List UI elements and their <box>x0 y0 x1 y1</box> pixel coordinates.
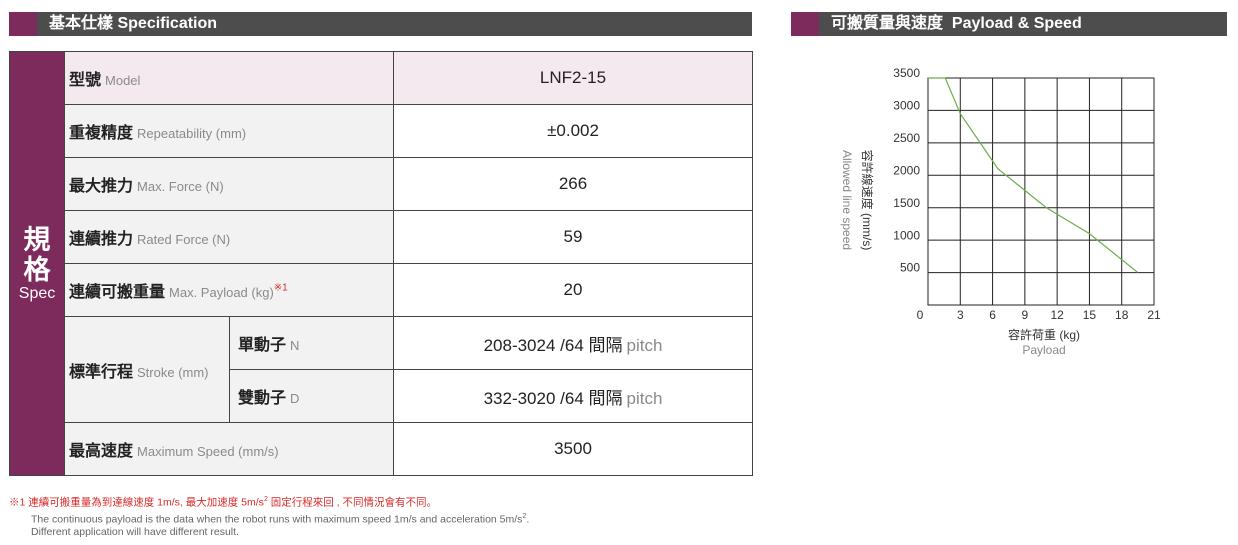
x-tick-label: 12 <box>1050 308 1064 322</box>
label-en: Model <box>105 73 141 88</box>
label-en: Max. Force (N) <box>137 179 224 194</box>
value: 332-3020 /64 間隔 <box>483 388 623 408</box>
label-en: N <box>290 338 300 353</box>
label-cell: 連續推力 Rated Force (N) <box>64 210 394 264</box>
value: LNF2-15 <box>393 51 753 105</box>
header-bar: 可搬質量與速度 Payload & Speed <box>791 12 1227 36</box>
y-tick-label: 1500 <box>893 196 920 210</box>
label-cell: 重複精度 Repeatability (mm) <box>64 104 394 158</box>
label-cell: 最高速度 Maximum Speed (mm/s) <box>64 422 394 476</box>
label-cell: 標準行程 Stroke (mm) <box>64 316 230 423</box>
title-en: Specification <box>117 15 218 32</box>
sub-label-cell: 單動子 N <box>229 316 394 370</box>
chart: 500 1000 1500 2000 2500 3000 3500 0 3 6 9 12 15 18 21 容… <box>840 66 1161 357</box>
title-en: Payload & Speed <box>951 15 1082 32</box>
sub-label-cell: 雙動子 D <box>229 369 394 423</box>
x-tick-label: 9 <box>1022 308 1029 322</box>
value: ±0.002 <box>393 104 753 158</box>
value-en: pitch <box>626 388 663 408</box>
label-cell: 最大推力 Max. Force (N) <box>64 157 394 211</box>
header-bar: 基本仕樣 Specification <box>9 12 752 36</box>
label: 最大推力 <box>69 178 134 195</box>
y-tick-label: 3500 <box>893 66 920 80</box>
label-en: Repeatability (mm) <box>137 126 247 141</box>
x-tick-label: 0 <box>917 308 924 322</box>
x-tick-label: 18 <box>1115 308 1129 322</box>
section-title: 基本仕樣 Specification <box>49 12 217 36</box>
text: ※1 連續可搬重量為到達線速度 1m/s, 最大加速度 5m/s <box>9 496 264 509</box>
label-en: Max. Payload (kg) <box>169 285 274 300</box>
sup: 2 <box>263 496 268 503</box>
footnote-en: The continuous payload is the data when … <box>9 510 529 527</box>
x-tick-label: 21 <box>1147 308 1161 322</box>
sup: 2 <box>522 512 527 520</box>
side-cell: 規格 Spec <box>9 51 65 476</box>
y-axis-label: 容許線速度 (mm/s) <box>860 150 875 251</box>
label: 雙動子 <box>238 390 287 407</box>
value: 3500 <box>393 422 753 476</box>
y-tick-label: 2000 <box>893 163 920 177</box>
label: 連續推力 <box>69 231 134 248</box>
value: 266 <box>393 157 753 211</box>
y-tick-label: 2500 <box>893 131 920 145</box>
x-axis-label-en: Payload <box>1022 343 1065 357</box>
label: 單動子 <box>238 337 287 354</box>
value: 59 <box>393 210 753 264</box>
y-tick-label: 3000 <box>893 99 920 113</box>
x-tick-label: 15 <box>1083 308 1097 322</box>
label: 最高速度 <box>69 443 134 460</box>
text: The continuous payload is the data when … <box>31 513 523 525</box>
x-tick-label: 3 <box>957 308 964 322</box>
section-title: 可搬質量與速度 Payload & Speed <box>831 12 1082 36</box>
value-cell: 332-3020 /64 間隔 pitch <box>393 369 753 423</box>
text: 固定行程來回 , 不同情況會有不同。 <box>267 496 438 509</box>
label-en: Stroke (mm) <box>137 364 209 380</box>
value: 208-3024 /64 間隔 <box>483 335 623 355</box>
label-cell: 連續可搬重量 Max. Payload (kg)※1 <box>64 263 394 317</box>
value: 20 <box>393 263 753 317</box>
x-axis-label: 容許荷重 (kg) <box>1008 327 1080 342</box>
footnote-en: Different application will have differen… <box>31 526 239 538</box>
label: 連續可搬重量 <box>69 284 166 301</box>
value-cell: 208-3024 /64 間隔 pitch <box>393 316 753 370</box>
title-zh: 基本仕樣 <box>49 15 114 32</box>
note-mark: ※1 <box>273 282 288 294</box>
title-zh: 可搬質量與速度 <box>831 15 944 32</box>
footnote-zh: ※1 連續可搬重量為到達線速度 1m/s, 最大加速度 5m/s2 固定行程來回… <box>9 493 529 510</box>
spec-table: 規格 Spec 型號 Model LNF2-15 重複精度 Repeatability… <box>9 51 753 476</box>
x-tick-label: 6 <box>989 308 996 322</box>
label-cell: 型號 Model <box>64 51 394 105</box>
value-en: pitch <box>626 335 663 355</box>
y-tick-label: 1000 <box>893 228 920 242</box>
label-en: Maximum Speed (mm/s) <box>137 444 279 459</box>
label-en: D <box>290 391 300 406</box>
text: . <box>526 513 530 525</box>
label: 型號 <box>69 72 102 89</box>
y-tick-label: 500 <box>900 261 920 275</box>
footnote: ※1 連續可搬重量為到達線速度 1m/s, 最大加速度 5m/s2 固定行程來回… <box>9 493 529 539</box>
label: 標準行程 <box>69 363 134 381</box>
label-en: Rated Force (N) <box>137 232 231 247</box>
y-axis-label-en: Allowed line speed <box>840 150 854 250</box>
label: 重複精度 <box>69 125 134 142</box>
plot-frame <box>927 77 1155 306</box>
side-label-en: Spec <box>18 284 56 302</box>
line <box>928 77 1139 274</box>
side-label: 規格 <box>23 224 51 285</box>
